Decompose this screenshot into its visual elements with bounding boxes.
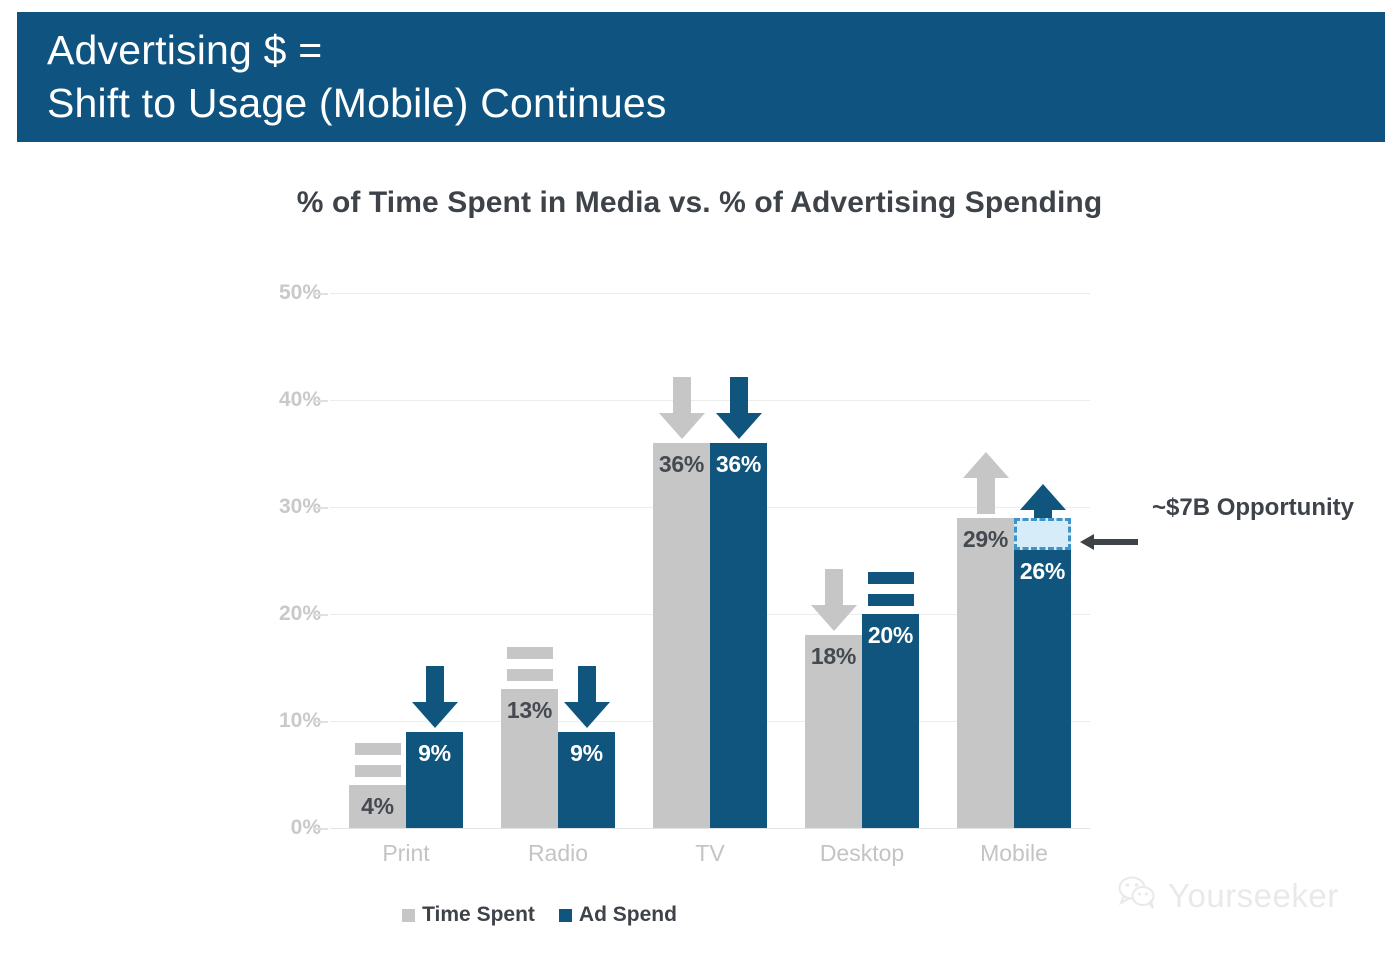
trend-up-icon (962, 451, 1009, 514)
opportunity-arrow-icon (1078, 531, 1140, 558)
trend-equal-icon (506, 645, 553, 685)
bar-value-label: 9% (570, 739, 603, 766)
legend-item-ad-spend[interactable]: Ad Spend (558, 903, 677, 927)
y-tick-mark (314, 721, 328, 723)
watermark-text: Yourseeker (1168, 876, 1339, 914)
trend-up-icon (1019, 483, 1066, 546)
bar-value-label: 9% (418, 739, 451, 766)
trend-down-icon (563, 665, 610, 728)
bar-radio-ad-spend[interactable]: 9% (558, 731, 615, 828)
y-tick-label: 20% (278, 602, 321, 625)
bar-value-label: 4% (361, 793, 394, 820)
y-tick-label: 50% (278, 281, 321, 304)
bar-desktop-ad-spend[interactable]: 20% (862, 614, 919, 828)
y-tick-label: 0% (290, 816, 321, 839)
bar-tv-time-spent[interactable]: 36% (653, 442, 710, 828)
y-tick-mark (314, 507, 328, 509)
bar-print-time-spent[interactable]: 4% (349, 785, 406, 828)
y-tick-mark (314, 400, 328, 402)
legend-item-time-spent[interactable]: Time Spent (402, 903, 535, 927)
opportunity-box[interactable] (1014, 517, 1071, 550)
trend-equal-icon (867, 570, 914, 610)
legend-swatch (402, 908, 416, 922)
watermark: Yourseeker (1118, 876, 1339, 915)
legend-label: Ad Spend (578, 903, 677, 926)
plot-area: 4% 9% 13% 9% 36% 36% 18% 20% 29% 26% (330, 293, 1090, 829)
bar-value-label: 36% (715, 450, 762, 477)
x-tick-label-desktop: Desktop (819, 840, 905, 866)
x-tick-label-radio: Radio (527, 840, 589, 866)
bar-value-label: 18% (810, 643, 857, 670)
bar-value-label: 26% (1019, 557, 1066, 584)
x-tick-label-mobile: Mobile (980, 840, 1048, 866)
trend-equal-icon (354, 741, 401, 781)
legend-swatch (558, 908, 572, 922)
gridline (330, 400, 1090, 401)
bar-value-label: 36% (658, 450, 705, 477)
y-tick-mark (314, 828, 328, 830)
bar-mobile-time-spent[interactable]: 29% (957, 517, 1014, 828)
opportunity-label: ~$7B Opportunity (1151, 494, 1355, 521)
trend-down-icon (411, 665, 458, 728)
bar-tv-ad-spend[interactable]: 36% (710, 442, 767, 828)
header-title: Advertising $ = Shift to Usage (Mobile) … (47, 27, 667, 126)
y-tick-label: 40% (278, 388, 321, 411)
bar-desktop-time-spent[interactable]: 18% (805, 635, 862, 828)
x-tick-label-print: Print (382, 840, 430, 866)
gridline (330, 828, 1090, 829)
bar-value-label: 20% (867, 622, 914, 648)
bar-mobile-ad-spend[interactable]: 26% (1014, 549, 1071, 828)
legend: Time Spent Ad Spend (0, 903, 1399, 927)
trend-down-icon (658, 376, 705, 439)
bar-value-label: 13% (506, 696, 553, 723)
chart-title: % of Time Spent in Media vs. % of Advert… (296, 186, 1103, 219)
bar-print-ad-spend[interactable]: 9% (406, 731, 463, 828)
x-tick-label-tv: TV (695, 840, 725, 866)
y-tick-label: 10% (278, 709, 321, 732)
trend-down-icon (715, 376, 762, 439)
bar-radio-time-spent[interactable]: 13% (501, 688, 558, 828)
y-tick-mark (314, 293, 328, 295)
y-tick-mark (314, 614, 328, 616)
y-tick-label: 30% (278, 495, 321, 518)
header-band: Advertising $ = Shift to Usage (Mobile) … (17, 12, 1385, 142)
wechat-icon (1118, 876, 1158, 915)
legend-label: Time Spent (422, 903, 535, 926)
trend-down-icon (810, 569, 857, 632)
gridline (330, 293, 1090, 294)
bar-value-label: 29% (962, 525, 1009, 552)
